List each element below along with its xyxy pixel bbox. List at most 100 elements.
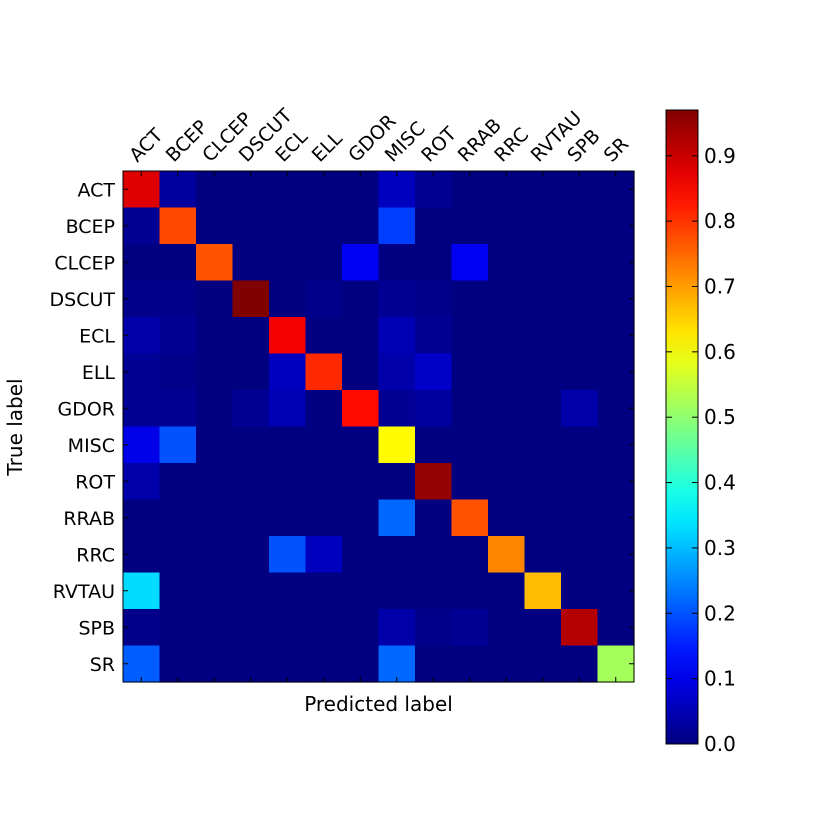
heatmap-cell: [342, 609, 380, 647]
heatmap-cell: [524, 572, 562, 610]
heatmap-cell: [378, 244, 416, 282]
heatmap-cell: [415, 280, 453, 318]
heatmap-cell: [415, 207, 453, 245]
heatmap-cell: [524, 645, 562, 683]
heatmap-cell: [561, 426, 599, 464]
heatmap-cell: [488, 499, 526, 537]
x-axis-title: Predicted label: [304, 692, 453, 716]
colorbar-tick-label: 0.0: [704, 732, 736, 756]
heatmap-cell: [232, 390, 270, 428]
heatmap-cell: [597, 280, 635, 318]
heatmap-cell: [561, 572, 599, 610]
heatmap-cell: [415, 317, 453, 355]
heatmap-cell: [415, 499, 453, 537]
heatmap-cell: [451, 280, 489, 318]
heatmap-cell: [342, 353, 380, 391]
heatmap-cell: [451, 317, 489, 355]
heatmap-cell: [159, 463, 197, 501]
heatmap-cell: [269, 645, 307, 683]
heatmap-cell: [488, 280, 526, 318]
heatmap-cell: [269, 572, 307, 610]
colorbar: [665, 109, 699, 745]
heatmap-cell: [378, 536, 416, 574]
heatmap-cell: [488, 609, 526, 647]
y-tick-label: ACT: [77, 179, 115, 201]
heatmap-cell: [524, 463, 562, 501]
heatmap-cell: [232, 645, 270, 683]
y-tick-label: BCEP: [66, 216, 115, 238]
heatmap-cell: [305, 463, 343, 501]
heatmap-cell: [269, 536, 307, 574]
heatmap-cell: [378, 390, 416, 428]
heatmap-cell: [305, 207, 343, 245]
heatmap-cell: [451, 244, 489, 282]
y-tick-label: GDOR: [57, 398, 115, 420]
heatmap-cell: [415, 353, 453, 391]
heatmap-cell: [342, 536, 380, 574]
heatmap-cell: [196, 536, 234, 574]
heatmap-cell: [561, 499, 599, 537]
heatmap-cell: [123, 463, 161, 501]
heatmap-cell: [123, 426, 161, 464]
y-tick-label: SR: [90, 654, 115, 676]
heatmap-cell: [342, 244, 380, 282]
y-tick-label: ECL: [79, 325, 115, 347]
heatmap-cell: [524, 244, 562, 282]
axis-ticks: [123, 171, 634, 682]
heatmap-cell: [232, 499, 270, 537]
heatmap-cell: [305, 609, 343, 647]
heatmap-cells: [123, 171, 635, 683]
heatmap-cell: [123, 244, 161, 282]
heatmap-cell: [123, 207, 161, 245]
y-axis-title: True label: [3, 378, 27, 476]
heatmap-cell: [597, 499, 635, 537]
heatmap-cell: [269, 280, 307, 318]
heatmap-cell: [597, 572, 635, 610]
y-tick-label: ROT: [75, 471, 115, 493]
heatmap-cell: [561, 280, 599, 318]
y-tick-label: CLCEP: [54, 252, 115, 274]
heatmap-cell: [159, 171, 197, 209]
heatmap-cell: [415, 463, 453, 501]
heatmap-cell: [378, 609, 416, 647]
heatmap-cell: [269, 609, 307, 647]
heatmap-cell: [232, 426, 270, 464]
heatmap-cell: [561, 171, 599, 209]
heatmap-cell: [488, 426, 526, 464]
heatmap-cell: [305, 280, 343, 318]
heatmap-cell: [524, 499, 562, 537]
heatmap-cell: [378, 645, 416, 683]
heatmap-cell: [488, 353, 526, 391]
colorbar-tick-label: 0.3: [704, 536, 736, 560]
heatmap-cell: [232, 317, 270, 355]
heatmap-cell: [342, 499, 380, 537]
heatmap-cell: [342, 426, 380, 464]
heatmap-cell: [232, 572, 270, 610]
heatmap-cell: [597, 536, 635, 574]
heatmap-cell: [305, 645, 343, 683]
heatmap-cell: [342, 280, 380, 318]
heatmap-cell: [451, 463, 489, 501]
heatmap-cell: [415, 536, 453, 574]
heatmap-cell: [415, 645, 453, 683]
heatmap-cell: [123, 280, 161, 318]
heatmap-cell: [378, 353, 416, 391]
colorbar-tick-label: 0.1: [704, 667, 736, 691]
colorbar-tick-label: 0.2: [704, 601, 736, 625]
heatmap-cell: [305, 572, 343, 610]
heatmap-cell: [488, 572, 526, 610]
heatmap-cell: [524, 171, 562, 209]
heatmap-cell: [159, 426, 197, 464]
heatmap-cell: [196, 280, 234, 318]
y-tick-label: RVTAU: [53, 581, 115, 603]
heatmap-cell: [269, 353, 307, 391]
heatmap-cell: [123, 645, 161, 683]
heatmap-cell: [378, 280, 416, 318]
colorbar-tick-label: 0.6: [704, 340, 736, 364]
y-tick-label: DSCUT: [50, 289, 116, 311]
plot-frame: [122, 170, 635, 683]
heatmap-cell: [415, 572, 453, 610]
heatmap-cell: [159, 645, 197, 683]
heatmap-cell: [378, 499, 416, 537]
